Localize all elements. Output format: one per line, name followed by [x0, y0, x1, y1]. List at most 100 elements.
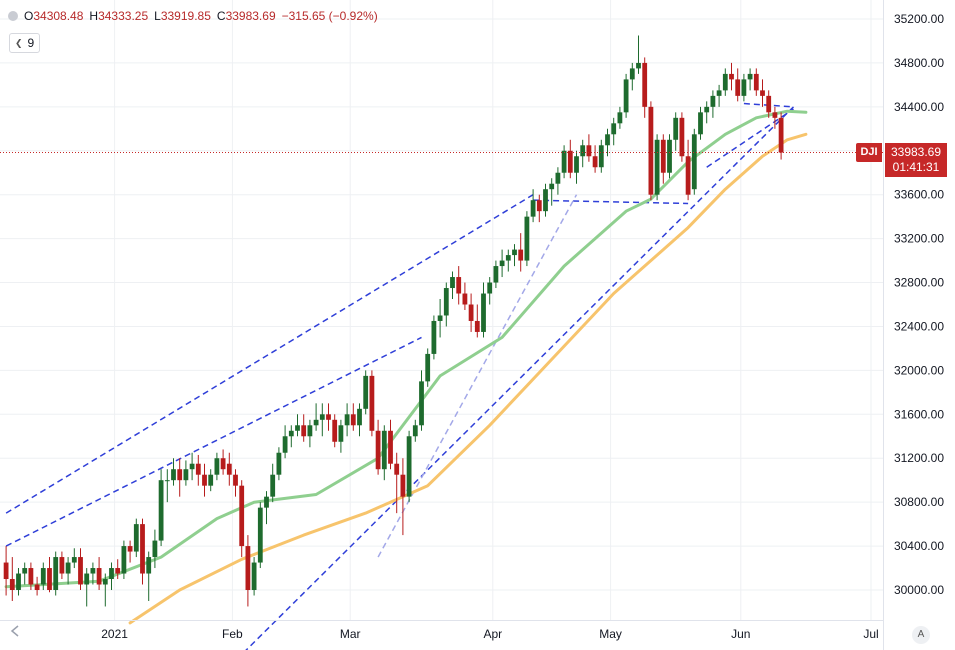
change-value: −315.65 (−0.92%): [281, 9, 378, 23]
candle-body: [276, 452, 282, 475]
candle-body: [673, 117, 679, 140]
candle-body: [636, 62, 641, 69]
candle-up: [654, 134, 660, 201]
scroll-left-icon[interactable]: [8, 624, 22, 638]
candle-up: [71, 548, 77, 569]
y-tick-label: 30400.00: [894, 539, 944, 553]
candle-up: [276, 447, 282, 481]
candle-body: [412, 425, 418, 437]
candle-up: [747, 68, 753, 91]
candle-up: [257, 502, 263, 569]
candle-body: [34, 584, 40, 590]
candle-body: [518, 249, 524, 261]
candle-up: [295, 414, 300, 437]
candle-down: [586, 134, 592, 162]
candle-down: [233, 469, 238, 497]
candle-up: [605, 128, 610, 157]
candle-body: [555, 172, 561, 184]
candle-body: [667, 139, 672, 173]
candle-up: [487, 277, 493, 305]
candle-body: [481, 293, 486, 332]
candle-body: [326, 414, 331, 420]
candle-up: [691, 128, 697, 195]
candle-down: [375, 419, 381, 475]
time-axis[interactable]: 2021 Feb Mar Apr May Jun Jul: [101, 627, 878, 641]
candle-body: [586, 145, 592, 157]
trendline: [5, 194, 534, 514]
candle-body: [729, 73, 734, 80]
candle-down: [332, 414, 338, 448]
candle-body: [660, 139, 666, 173]
candle-up: [109, 562, 114, 590]
y-tick-label: 33600.00: [894, 188, 944, 202]
candle-up: [164, 469, 170, 503]
candle-body: [611, 123, 617, 135]
y-tick-label: 32000.00: [894, 363, 944, 377]
price-axis[interactable]: 35200.0034800.0034400.0034000.0033600.00…: [894, 12, 944, 597]
candle-body: [710, 95, 716, 107]
symbol-dot-icon[interactable]: [8, 11, 18, 21]
candle-body: [140, 524, 145, 574]
candle-up: [102, 573, 108, 607]
bar-countdown: 01:41:31: [892, 160, 940, 174]
auto-scale-button[interactable]: A: [912, 626, 930, 644]
candle-up: [611, 117, 617, 146]
candle-up: [543, 183, 548, 217]
candle-body: [164, 480, 170, 482]
candle-body: [567, 150, 573, 173]
candle-down: [239, 480, 245, 558]
candle-body: [233, 474, 238, 486]
candle-body: [561, 150, 567, 173]
candle-down: [127, 540, 133, 563]
candle-body: [704, 106, 710, 113]
candle-down: [394, 452, 400, 514]
candle-body: [332, 419, 338, 442]
candle-up: [722, 68, 728, 96]
candle-up: [710, 90, 716, 118]
close-label: C: [216, 9, 226, 23]
y-tick-label: 35200.00: [894, 12, 944, 26]
candle-body: [654, 139, 660, 195]
candle-body: [505, 255, 511, 261]
candle-body: [257, 507, 263, 563]
candle-body: [623, 79, 629, 113]
candle-down: [369, 370, 375, 437]
candle-body: [722, 73, 728, 91]
ohlc-legend: O34308.48 H34333.25 L33919.85 C33983.69 …: [8, 9, 378, 23]
indicators-toggle-button[interactable]: ❮ 9: [9, 33, 41, 53]
candle-down: [78, 548, 83, 590]
candle-body: [691, 134, 697, 190]
candle-up: [40, 562, 46, 590]
candle-body: [778, 117, 784, 153]
candle-body: [177, 469, 183, 481]
candle-up: [555, 167, 561, 195]
x-tick-label: Jun: [731, 627, 750, 641]
candle-down: [729, 62, 734, 91]
candle-down: [462, 282, 468, 310]
candle-body: [301, 425, 307, 437]
candle-body: [90, 568, 96, 574]
y-tick-label: 31200.00: [894, 451, 944, 465]
candle-body: [574, 156, 579, 173]
candle-body: [121, 546, 127, 574]
candle-down: [778, 112, 784, 160]
candle-down: [140, 518, 145, 585]
candle-up: [133, 518, 139, 558]
candle-down: [642, 57, 648, 118]
candle-down: [301, 414, 307, 442]
candle-body: [462, 293, 468, 305]
candle-body: [53, 557, 59, 590]
candle-body: [195, 463, 201, 475]
candle-body: [431, 320, 437, 354]
candle-up: [419, 370, 424, 431]
x-tick-label: Mar: [340, 627, 361, 641]
indicator-count: 9: [27, 36, 35, 50]
x-tick-label: 2021: [101, 627, 128, 641]
candle-up: [741, 73, 747, 102]
candle-body: [84, 573, 90, 585]
candle-body: [220, 458, 226, 470]
candle-body: [400, 474, 406, 497]
candle-body: [512, 249, 517, 256]
high-label: H: [89, 9, 99, 23]
